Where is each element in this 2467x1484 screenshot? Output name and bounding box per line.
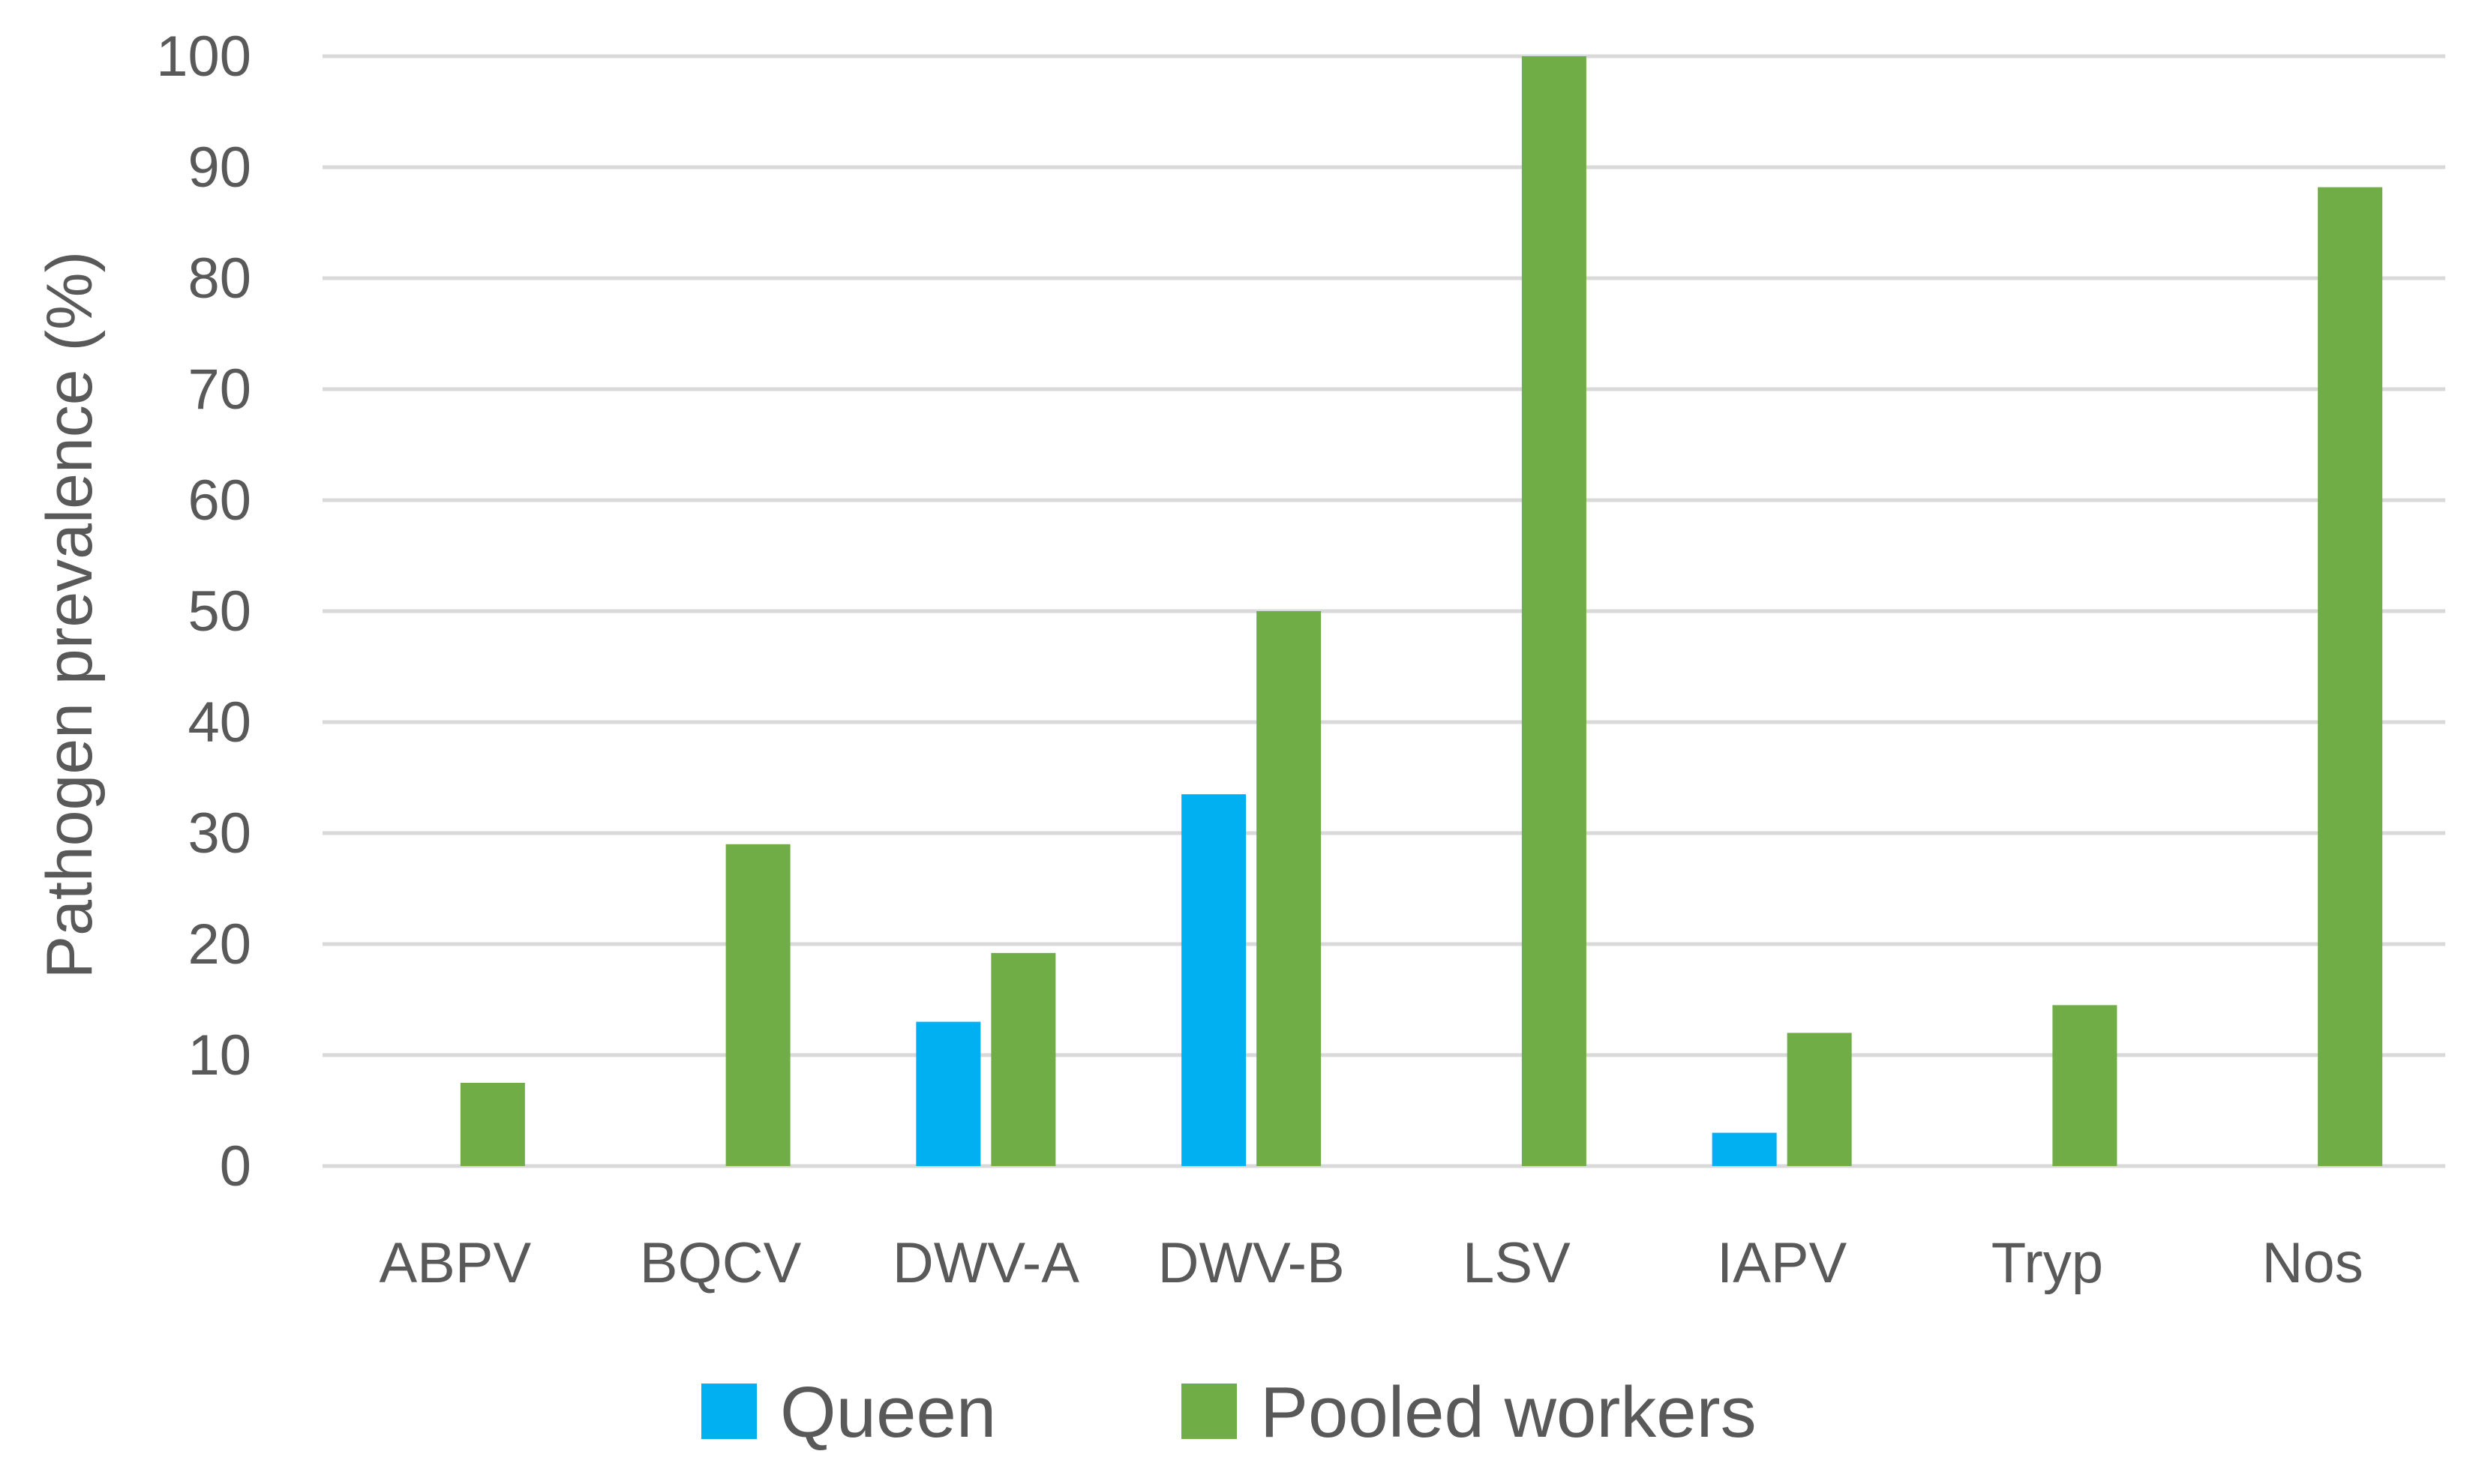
legend-swatch-pooled-workers xyxy=(1181,1384,1237,1439)
bar-pooled-workers-iapv xyxy=(1787,1033,1852,1166)
y-tick-label: 0 xyxy=(220,1135,251,1198)
bar-pooled-workers-dwv-a xyxy=(991,952,1056,1166)
y-axis-title: Pathogen prevalence (%) xyxy=(34,251,106,979)
y-tick-label: 80 xyxy=(188,247,251,310)
x-category-label: DWV-A xyxy=(893,1231,1079,1295)
bar-pooled-workers-tryp xyxy=(2052,1005,2117,1166)
y-tick-label: 20 xyxy=(188,913,251,976)
legend-label-pooled-workers: Pooled workers xyxy=(1260,1372,1757,1453)
y-tick-label: 30 xyxy=(188,802,251,865)
legend: Queen Pooled workers xyxy=(701,1372,1757,1453)
y-tick-label: 90 xyxy=(188,136,251,199)
legend-label-queen: Queen xyxy=(780,1372,996,1453)
x-category-label: Nos xyxy=(2262,1231,2363,1295)
y-tick-label: 100 xyxy=(156,25,251,88)
x-category-label: DWV-B xyxy=(1158,1231,1345,1295)
x-category-label: IAPV xyxy=(1717,1231,1847,1295)
bar-queen-dwv-b xyxy=(1181,794,1247,1166)
bar-pooled-workers-abpv xyxy=(460,1083,525,1166)
x-axis-categories: ABPV BQCV DWV-A DWV-B LSV IAPV Tryp Nos xyxy=(379,1231,2363,1295)
y-axis-ticks: 0 10 20 30 40 50 60 70 80 90 100 xyxy=(156,25,251,1198)
x-category-label: LSV xyxy=(1463,1231,1571,1295)
bar-pooled-workers-lsv xyxy=(1521,56,1586,1166)
bar-queen-iapv xyxy=(1712,1132,1777,1166)
legend-swatch-queen xyxy=(701,1384,757,1439)
bar-pooled-workers-bqcv xyxy=(725,844,791,1166)
bars xyxy=(460,56,2383,1166)
y-tick-label: 50 xyxy=(188,580,251,643)
x-category-label: Tryp xyxy=(1991,1231,2103,1295)
bar-queen-dwv-a xyxy=(916,1021,981,1166)
y-tick-label: 60 xyxy=(188,469,251,532)
y-tick-label: 70 xyxy=(188,358,251,421)
bar-pooled-workers-nos xyxy=(2318,187,2383,1166)
x-category-label: ABPV xyxy=(379,1231,531,1295)
y-tick-label: 40 xyxy=(188,691,251,754)
bar-pooled-workers-dwv-b xyxy=(1256,611,1322,1166)
gridlines xyxy=(323,54,2445,1168)
y-tick-label: 10 xyxy=(188,1024,251,1087)
x-category-label: BQCV xyxy=(640,1231,802,1295)
